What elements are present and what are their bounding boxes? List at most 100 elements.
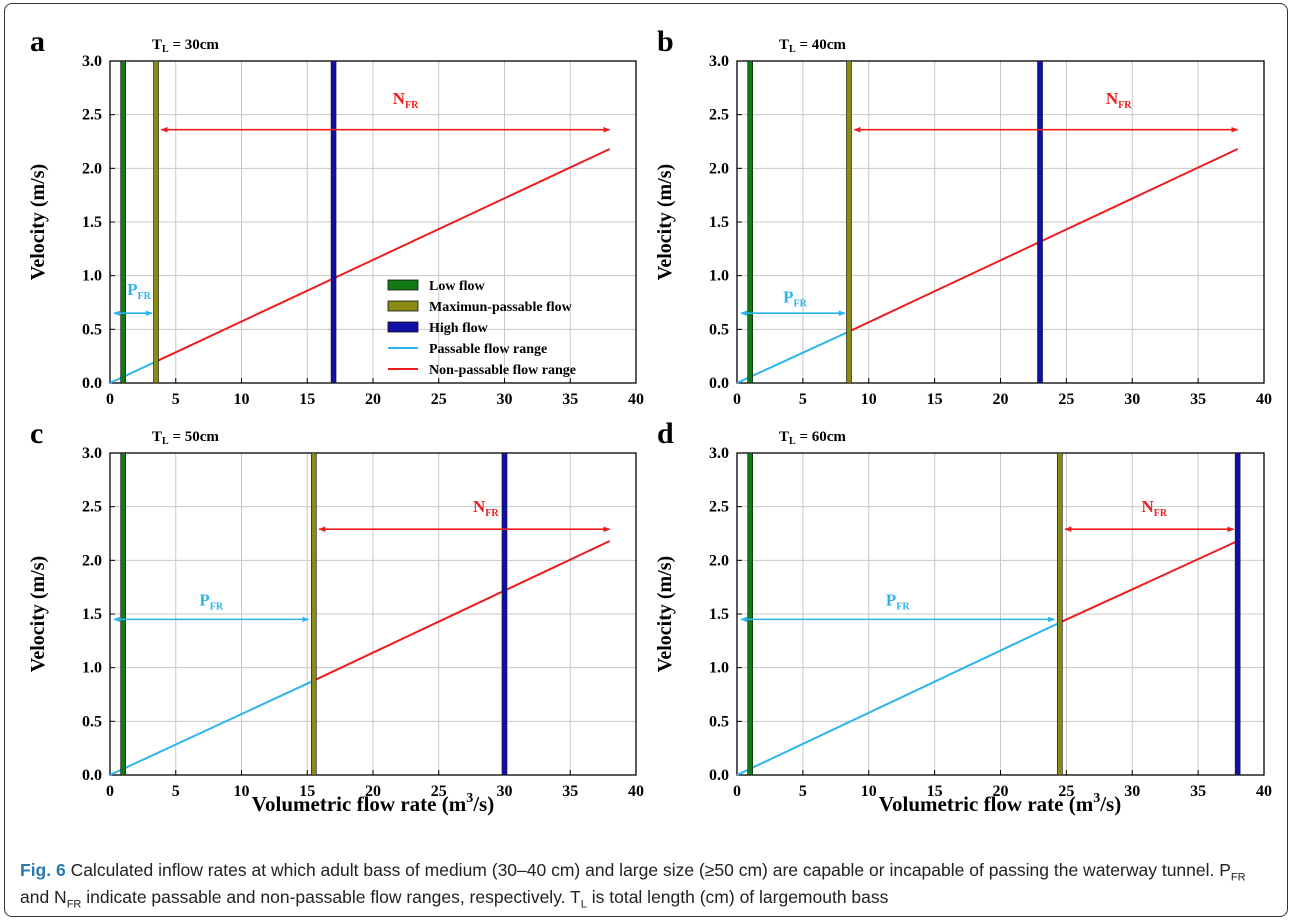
x-axis-label-main: Volumetric flow rate (m	[879, 792, 1094, 816]
legend-low-flow-label: Low flow	[429, 279, 486, 294]
nfr-sub: FR	[485, 508, 499, 519]
nfr-label: NFR	[473, 497, 499, 519]
caption-text-2: and N	[20, 887, 67, 907]
pfr-label: PFR	[783, 288, 807, 310]
x-tick-label: 40	[1256, 783, 1272, 800]
y-tick-label: 2.0	[82, 552, 102, 569]
y-tick-label: 0.0	[82, 767, 102, 784]
legend-max-passable-flow-swatch	[387, 300, 419, 312]
legend-passable-flow-range-label: Passable flow range	[429, 342, 547, 357]
y-tick-label: 1.0	[709, 268, 729, 285]
x-tick-label: 0	[733, 783, 741, 800]
panel-letter: c	[30, 417, 43, 450]
x-tick-label: 40	[628, 391, 644, 408]
y-tick-label: 0.5	[82, 713, 102, 730]
panel-d: d TL = 60cm 0 5 10 15 20 25 30 35 40 0.0 0.5 1.0 1.5 2.…	[654, 417, 1272, 800]
y-tick-label: 0.0	[82, 375, 102, 392]
caption-text-1: Calculated inflow rates at which adult b…	[65, 860, 1231, 880]
tl-value: = 50cm	[169, 429, 220, 445]
high-flow-bar	[330, 60, 337, 384]
x-tick-label: 5	[799, 391, 807, 408]
tl-main: T	[152, 429, 162, 445]
y-tick-label: 1.0	[82, 268, 102, 285]
nfr-sub: FR	[1118, 100, 1132, 111]
x-tick-label: 10	[861, 391, 877, 408]
nfr-label: NFR	[393, 89, 419, 111]
max-passable-flow-bar	[311, 452, 317, 776]
y-tick-label: 0.5	[709, 321, 729, 338]
x-axis-label: Volumetric flow rate (m3/s)	[252, 791, 494, 816]
low-flow-bar	[120, 60, 126, 384]
pfr-sub: FR	[896, 601, 910, 612]
pfr-sub: FR	[794, 299, 808, 310]
caption-sub-1: FR	[1230, 871, 1246, 884]
x-tick-label: 15	[927, 783, 943, 800]
legend-high-flow-label: High flow	[429, 321, 489, 336]
x-tick-label: 5	[799, 783, 807, 800]
high-flow-bar	[1037, 60, 1043, 384]
high-flow-bar	[501, 452, 508, 776]
tl-value: = 40cm	[796, 37, 847, 53]
x-tick-label: 30	[1124, 783, 1140, 800]
legend-high-flow-swatch	[387, 321, 419, 333]
y-axis-label: Velocity (m/s)	[654, 556, 676, 672]
x-tick-label: 15	[299, 783, 315, 800]
legend: Low flow Maximun-passable flow High flow Pa…	[387, 279, 576, 378]
tl-main: T	[779, 37, 789, 53]
x-tick-label: 40	[628, 783, 644, 800]
y-tick-label: 2.5	[82, 107, 102, 124]
tl-label: TL = 50cm	[152, 429, 219, 447]
pfr-main: P	[127, 280, 137, 299]
caption-text-3: indicate passable and non-passable flow …	[81, 887, 581, 907]
pfr-label: PFR	[127, 280, 151, 302]
y-tick-label: 3.0	[82, 53, 102, 70]
x-axis-label-main: Volumetric flow rate (m	[252, 792, 467, 816]
figure-frame	[4, 3, 1288, 917]
y-tick-label: 0.0	[709, 375, 729, 392]
y-tick-label: 0.5	[82, 321, 102, 338]
passable-range-line	[736, 621, 1061, 776]
x-tick-label: 5	[172, 391, 180, 408]
nfr-main: N	[1141, 497, 1154, 516]
x-tick-label: 30	[1124, 391, 1140, 408]
max-passable-flow-bar	[846, 60, 852, 384]
nfr-sub: FR	[1154, 508, 1168, 519]
pfr-main: P	[783, 288, 793, 307]
tl-label: TL = 60cm	[779, 429, 846, 447]
nfr-sub: FR	[405, 100, 419, 111]
pfr-sub: FR	[210, 601, 224, 612]
y-tick-label: 1.5	[82, 606, 102, 623]
y-tick-label: 1.5	[82, 214, 102, 231]
panel-c: c TL = 50cm 0 5 10 15 20 25 30 35 40 0.0 0.5 1.0 1.5 2.…	[27, 417, 644, 800]
tl-value: = 60cm	[796, 429, 847, 445]
x-tick-label: 25	[431, 391, 447, 408]
x-tick-label: 15	[927, 391, 943, 408]
pfr-label: PFR	[886, 590, 910, 612]
x-axis-label-sup: 3	[1093, 791, 1100, 806]
max-passable-flow-bar	[153, 60, 159, 384]
y-tick-label: 1.0	[82, 660, 102, 677]
tl-value: = 30cm	[169, 37, 220, 53]
x-axis-label-sup: 3	[466, 791, 473, 806]
caption-label: Fig. 6	[20, 860, 66, 880]
panel-a: a TL = 30cm 0 5 10 15 20 25 30 35 40 0.0 0.5 1.0 1.5 2.…	[27, 25, 644, 408]
x-tick-label: 30	[497, 783, 513, 800]
tl-label: TL = 30cm	[152, 37, 219, 55]
x-tick-label: 5	[172, 783, 180, 800]
max-passable-flow-bar	[1056, 452, 1063, 776]
x-tick-label: 35	[562, 391, 578, 408]
y-tick-label: 2.0	[709, 160, 729, 177]
passable-range-line	[109, 360, 157, 384]
y-tick-label: 3.0	[709, 445, 729, 462]
x-tick-label: 35	[1190, 391, 1206, 408]
x-tick-label: 35	[562, 783, 578, 800]
y-tick-label: 3.0	[82, 445, 102, 462]
low-flow-bar	[747, 60, 753, 384]
passable-range-line	[109, 679, 315, 776]
non-passable-range-line	[313, 540, 611, 682]
y-tick-label: 2.5	[709, 499, 729, 516]
tl-sub: L	[162, 44, 169, 55]
tl-label: TL = 40cm	[779, 37, 846, 55]
tl-sub: L	[162, 436, 169, 447]
x-tick-label: 10	[861, 783, 877, 800]
